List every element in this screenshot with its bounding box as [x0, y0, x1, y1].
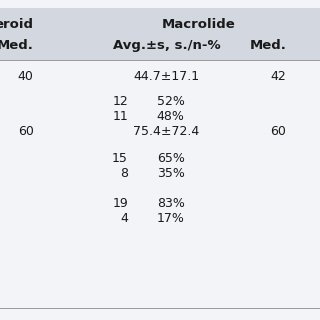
Text: 35%: 35%: [157, 167, 185, 180]
Text: 40: 40: [18, 70, 34, 83]
Text: 44.7±17.1: 44.7±17.1: [133, 70, 199, 83]
Text: Med.: Med.: [0, 39, 34, 52]
Bar: [0, 8, 320, 60]
Text: eroid: eroid: [0, 18, 34, 31]
Text: 8: 8: [120, 167, 128, 180]
Text: Avg.±s, s./n-%: Avg.±s, s./n-%: [113, 39, 220, 52]
Text: 83%: 83%: [157, 197, 185, 210]
Text: 42: 42: [271, 70, 286, 83]
Text: 48%: 48%: [157, 110, 185, 123]
Text: 65%: 65%: [157, 152, 185, 165]
Text: 60: 60: [270, 125, 286, 138]
Text: 12: 12: [112, 95, 128, 108]
Text: Macrolide: Macrolide: [162, 18, 235, 31]
Text: 52%: 52%: [157, 95, 185, 108]
Text: 19: 19: [112, 197, 128, 210]
Text: 11: 11: [112, 110, 128, 123]
Text: 17%: 17%: [157, 212, 185, 225]
Text: 4: 4: [120, 212, 128, 225]
Text: 75.4±72.4: 75.4±72.4: [133, 125, 200, 138]
Text: Med.: Med.: [250, 39, 286, 52]
Text: 15: 15: [112, 152, 128, 165]
Text: 60: 60: [18, 125, 34, 138]
